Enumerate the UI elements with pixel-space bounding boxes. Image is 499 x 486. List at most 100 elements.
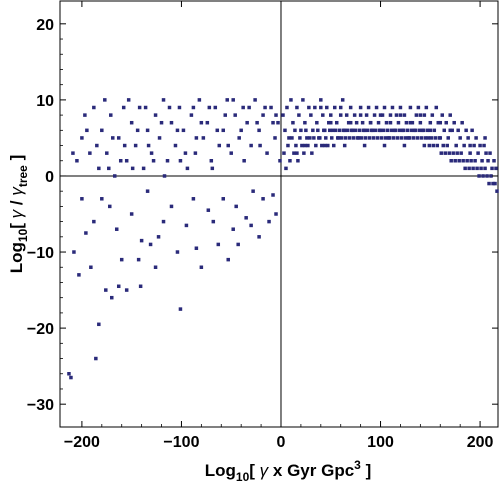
data-point	[205, 120, 210, 125]
data-point	[351, 136, 356, 140]
data-point	[388, 120, 393, 125]
data-point	[368, 120, 373, 125]
data-point	[380, 113, 385, 117]
data-point	[340, 98, 345, 102]
plot-border	[59, 0, 499, 428]
data-point	[289, 98, 293, 102]
data-point	[108, 204, 112, 209]
data-point	[488, 151, 492, 155]
data-point	[181, 128, 186, 133]
data-point	[77, 273, 81, 277]
data-point	[450, 128, 454, 133]
data-point	[288, 159, 292, 163]
data-point	[467, 166, 471, 171]
data-point	[465, 159, 469, 163]
data-point	[282, 151, 286, 155]
data-point	[338, 113, 343, 117]
data-point	[119, 257, 124, 262]
data-point	[352, 113, 357, 117]
data-point	[374, 105, 379, 110]
data-point	[414, 113, 419, 117]
data-point	[411, 136, 416, 140]
data-point	[408, 105, 413, 110]
data-point	[436, 120, 441, 125]
data-point	[322, 128, 326, 133]
data-point	[297, 113, 301, 117]
data-point	[301, 98, 305, 102]
data-point	[122, 143, 127, 148]
data-point	[145, 189, 150, 193]
data-point	[143, 105, 148, 110]
data-point	[84, 231, 88, 235]
data-point	[290, 136, 294, 140]
data-point	[454, 143, 458, 148]
data-point	[304, 128, 308, 133]
data-point	[383, 136, 388, 140]
plot-frame	[59, 0, 499, 428]
data-point	[135, 128, 140, 133]
data-point	[355, 136, 360, 140]
data-point	[344, 113, 349, 117]
data-point	[100, 128, 104, 133]
data-point	[253, 98, 257, 102]
data-point	[314, 143, 318, 148]
data-point	[429, 136, 434, 140]
data-point	[251, 189, 255, 193]
data-point	[303, 143, 307, 148]
data-point	[199, 120, 204, 125]
data-point	[387, 136, 392, 140]
data-point	[393, 128, 398, 133]
data-point	[124, 159, 129, 163]
data-point	[492, 159, 496, 163]
data-point	[319, 98, 323, 102]
data-point	[349, 128, 354, 133]
data-point	[347, 136, 352, 140]
data-point	[395, 136, 400, 140]
data-point	[468, 151, 472, 155]
data-point	[363, 136, 368, 140]
data-point	[312, 136, 316, 140]
data-point	[295, 105, 299, 110]
data-point	[104, 288, 108, 292]
data-point	[441, 143, 445, 148]
x-tick-label: −100	[163, 434, 199, 451]
data-point	[311, 128, 315, 133]
data-point	[114, 227, 119, 231]
data-point	[445, 143, 449, 148]
data-point	[402, 143, 407, 148]
data-point	[274, 212, 278, 216]
data-point	[403, 136, 408, 140]
data-point	[324, 136, 328, 140]
data-point	[388, 113, 393, 117]
data-point	[97, 166, 101, 171]
data-point	[194, 136, 199, 140]
data-point	[404, 120, 409, 125]
data-point	[486, 159, 490, 163]
data-point	[225, 98, 229, 102]
data-point	[201, 136, 206, 140]
data-point	[298, 136, 302, 140]
data-point	[462, 143, 466, 148]
data-point	[435, 143, 440, 148]
data-point	[306, 143, 310, 148]
data-point	[326, 143, 330, 148]
y-tick-label: 10	[36, 93, 54, 110]
data-point	[80, 136, 84, 140]
data-point	[426, 136, 431, 140]
data-point	[480, 159, 484, 163]
data-point	[335, 136, 340, 140]
data-point	[233, 113, 237, 117]
data-point	[261, 113, 265, 117]
data-point	[133, 143, 138, 148]
data-point	[157, 136, 162, 140]
data-point	[111, 136, 115, 140]
data-point	[156, 235, 161, 239]
data-point	[161, 219, 166, 224]
data-point	[249, 143, 253, 148]
data-point	[466, 136, 470, 140]
data-point	[197, 98, 202, 102]
data-point	[241, 105, 245, 110]
data-point	[223, 113, 227, 117]
data-point	[141, 166, 146, 171]
data-point	[398, 105, 403, 110]
